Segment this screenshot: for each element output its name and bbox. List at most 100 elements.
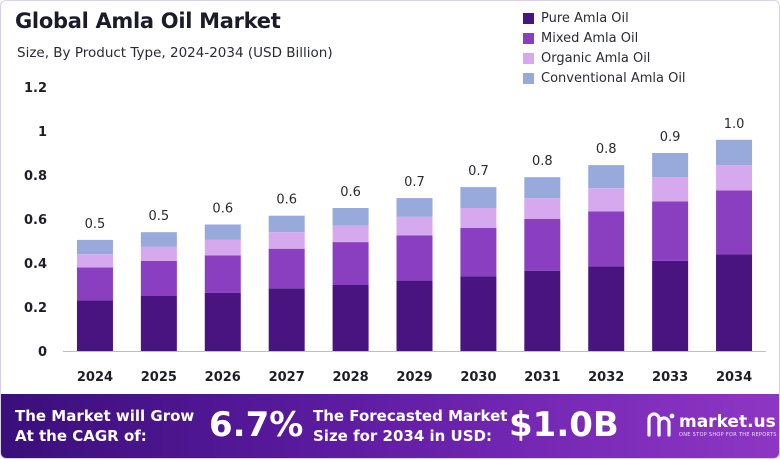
x-tick-label: 2033 [652,370,688,385]
bar-segment-organic [396,216,433,236]
bar-segment-organic [588,188,625,212]
x-tick-label: 2025 [141,370,177,385]
market-us-logo-text: market.us [679,412,776,432]
cagr-caption: The Market will Grow At the CAGR of: [15,406,194,446]
x-tick-label: 2029 [396,370,432,385]
bar-segment-mixed [652,201,689,261]
bar-segment-mixed [332,242,369,285]
market-us-logo-tagline: ONE STOP SHOP FOR THE REPORTS [679,432,777,438]
chart-subtitle: Size, By Product Type, 2024-2034 (USD Bi… [17,45,333,61]
chart-title: Global Amla Oil Market [15,9,281,33]
bar-total-label: 0.7 [404,175,425,190]
cagr-caption-line2: At the CAGR of: [15,427,147,445]
x-tick-label: 2028 [332,370,368,385]
bar-segment-organic [652,177,689,202]
y-tick-label: 0.2 [24,301,47,316]
bar-segment-pure [396,280,433,351]
bar-segment-mixed [716,190,753,255]
legend-swatch-pure [523,12,534,24]
bar-segment-pure [204,292,241,351]
cagr-value: 6.7% [209,405,304,445]
legend-item-organic: Organic Amla Oil [523,48,686,68]
legend-swatch-mixed [523,32,534,44]
cagr-caption-line1: The Market will Grow [15,407,195,425]
bar-segment-organic [332,225,369,243]
bar-total-label: 0.9 [660,130,681,145]
y-tick-label: 1 [38,125,47,140]
x-tick-label: 2026 [205,370,241,385]
x-tick-label: 2024 [77,370,113,385]
y-tick-label: 0.8 [24,169,47,184]
bar-total-label: 0.6 [212,202,233,217]
legend-swatch-conventional [523,72,534,84]
bar-segment-pure [524,270,561,351]
bar-total-label: 0.6 [340,185,361,200]
bar-segment-conventional [268,215,305,233]
bar-total-label: 0.5 [149,209,170,224]
bar-total-label: 0.8 [532,154,553,169]
bar-segment-conventional [76,239,113,255]
bar-total-label: 0.8 [596,142,617,157]
bar-segment-organic [268,232,305,249]
y-tick-label: 1.2 [24,81,47,96]
bar-segment-pure [460,276,497,351]
x-tick-label: 2030 [460,370,496,385]
bar-segment-organic [140,246,177,261]
x-tick-label: 2031 [524,370,560,385]
bar-segment-pure [652,260,689,351]
legend-label-mixed: Mixed Amla Oil [541,30,639,46]
bar-segment-organic [460,208,497,228]
forecast-caption: The Forecasted Market Size for 2034 in U… [313,406,507,446]
legend-label-conventional: Conventional Amla Oil [541,70,686,86]
legend-label-organic: Organic Amla Oil [541,50,651,66]
y-tick-label: 0 [38,345,47,360]
bar-segment-conventional [204,224,241,240]
bar-segment-pure [268,288,305,351]
forecast-caption-line1: The Forecasted Market [313,407,508,425]
x-tick-label: 2032 [588,370,624,385]
forecast-value: $1.0B [509,405,619,445]
y-tick-label: 0.4 [24,257,47,272]
bar-segment-organic [204,239,241,256]
y-tick-label: 0.6 [24,213,47,228]
bar-total-label: 0.7 [468,164,489,179]
bar-segment-mixed [588,211,625,267]
x-tick-label: 2034 [716,370,752,385]
bar-segment-mixed [76,267,113,301]
market-us-logo-icon [647,412,675,437]
summary-banner: The Market will Grow At the CAGR of: 6.7… [1,394,779,458]
bar-segment-conventional [716,139,753,166]
bar-segment-mixed [524,219,561,271]
forecast-caption-line2: Size for 2034 in USD: [313,427,492,445]
bar-segment-pure [332,285,369,351]
bar-segment-mixed [204,255,241,293]
bar-segment-mixed [140,260,177,296]
bar-segment-pure [76,300,113,351]
bar-segment-organic [524,198,561,219]
bar-segment-mixed [396,235,433,281]
bar-segment-mixed [268,248,305,289]
stacked-bar-chart: 0 0.2 0.4 0.6 0.8 1 1.2 0.5 2024 0.5 2025 0.6 2026 0.… [24,81,766,385]
bar-segment-pure [716,254,753,351]
bar-segment-organic [76,254,113,268]
legend-swatch-organic [523,52,534,64]
bar-segment-mixed [460,227,497,277]
bar-segment-conventional [524,177,561,199]
bar-segment-organic [716,165,753,191]
x-tick-label: 2027 [269,370,305,385]
bar-total-label: 0.6 [276,193,297,208]
bar-segment-pure [588,266,625,351]
legend-item-mixed: Mixed Amla Oil [523,28,686,48]
bar-segment-pure [140,296,177,351]
bar-segment-conventional [332,208,369,226]
bar-total-label: 1.0 [724,117,745,132]
bar-segment-conventional [140,232,177,247]
legend-label-pure: Pure Amla Oil [541,10,629,26]
bar-segment-conventional [460,187,497,208]
bar-segment-conventional [396,198,433,217]
bar-segment-conventional [652,153,689,178]
legend-item-pure: Pure Amla Oil [523,8,686,28]
bar-total-label: 0.5 [85,217,106,232]
legend-item-conventional: Conventional Amla Oil [523,68,686,88]
